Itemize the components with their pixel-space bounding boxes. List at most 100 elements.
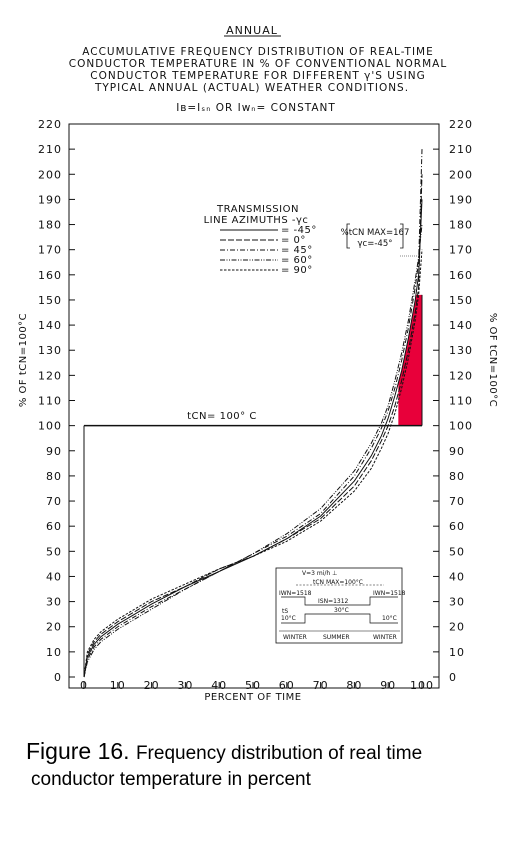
max-annotation-bracket (346, 223, 404, 249)
x-tick-label: 100 (410, 679, 434, 692)
reference-line-label: tCN= 100° C (187, 411, 257, 422)
inset-diagram: V=3 mi/h ⊥ tCN MAX=100°C IWN=1518 ISN=13… (275, 567, 406, 644)
y-tick-label-right: 80 (449, 470, 465, 483)
header-line-2: CONDUCTOR TEMPERATURE IN % OF CONVENTION… (69, 58, 447, 70)
y-tick-label-right: 10 (449, 646, 465, 659)
legend-entry-4: = 60° (281, 255, 313, 266)
inset-ts-right: 10°C (382, 615, 397, 622)
inset-ts-left: 10°C (281, 615, 296, 622)
y-tick-label-right: 170 (449, 244, 473, 257)
y-tick-label-left: 160 (38, 269, 62, 282)
x-tick-label: 30 (177, 679, 193, 692)
y-tick-label-right: 190 (449, 193, 473, 206)
y-tick-label-left: 130 (38, 344, 62, 357)
y-tick-label-right: 150 (449, 294, 473, 307)
x-tick-label: 0 (80, 679, 88, 692)
legend-entry-3: = 45° (281, 245, 313, 256)
x-axis-label: PERCENT OF TIME (204, 692, 301, 703)
series-line-3 (83, 149, 423, 678)
y-tick-label-left: 210 (38, 143, 62, 156)
inset-iwn-right: IWN=1518 (373, 590, 406, 597)
reference-line-group (83, 294, 423, 677)
y-tick-label-left: 100 (38, 420, 62, 433)
legend-entry-2: = 0° (281, 235, 306, 246)
legend-title-2: LINE AZIMUTHS -γc (204, 215, 309, 226)
series-line-4 (83, 224, 423, 678)
y-axis-label-right: % OF tCN=100°C (487, 313, 498, 407)
y-tick-label-right: 100 (449, 420, 473, 433)
y-tick-label-left: 180 (38, 219, 62, 232)
x-ticks: 0 10 20 30 40 50 60 70 80 90 100 (80, 679, 434, 692)
y-tick-label-right: 60 (449, 520, 465, 533)
y-tick-label-right: 0 (449, 671, 457, 684)
y-tick-label-left: 200 (38, 168, 62, 181)
y-tick-label-right: 200 (449, 168, 473, 181)
y-tick-label-left: 50 (46, 545, 62, 558)
series-lines (83, 149, 423, 678)
inset-season-3: WINTER (373, 634, 397, 641)
inset-iwn-left: IWN=1518 (279, 590, 312, 597)
caption-line-1: Figure 16. Frequency distribution of rea… (26, 738, 516, 765)
y-tick-label-right: 130 (449, 344, 473, 357)
x-tick-label: 60 (279, 679, 295, 692)
inset-frame (275, 567, 403, 644)
x-tick-label: 50 (245, 679, 261, 692)
plot-frame (68, 123, 440, 689)
legend: TRANSMISSION LINE AZIMUTHS -γc = -45° = … (204, 204, 317, 276)
y-tick-label-right: 30 (449, 596, 465, 609)
highlight-layer (398, 294, 422, 426)
x-tick-label: 80 (346, 679, 362, 692)
inset-current-profile (281, 596, 398, 606)
inset-ts: tS (282, 608, 288, 615)
caption-text-1: Frequency distribution of real time (135, 743, 423, 764)
inset-isn: ISN=1312 (318, 598, 349, 605)
y-tick-label-left: 140 (38, 319, 62, 332)
y-tick-label-right: 90 (449, 445, 465, 458)
y-tick-label-left: 60 (46, 520, 62, 533)
y-tick-label-left: 0 (54, 671, 62, 684)
series-line-1 (83, 199, 423, 678)
y-tick-label-left: 30 (46, 596, 62, 609)
header-line-1: ACCUMULATIVE FREQUENCY DISTRIBUTION OF R… (82, 46, 433, 58)
max-annotation-line1: %tCN MAX=167 (341, 228, 410, 238)
max-annotation-line2: γc=-45° (358, 239, 393, 249)
legend-entry-1: = -45° (281, 225, 317, 236)
y-tick-label-right: 210 (449, 143, 473, 156)
header-condition: Iʙ=Iₛₙ OR Iᴡₙ= CONSTANT (176, 102, 336, 114)
y-tick-label-left: 150 (38, 294, 62, 307)
x-tick-label: 70 (313, 679, 329, 692)
y-tick-label-right: 160 (449, 269, 473, 282)
inset-tcn: tCN MAX=100°C (313, 579, 363, 586)
y-tick-label-right: 120 (449, 369, 473, 382)
inset-wind: V=3 mi/h ⊥ (302, 570, 337, 577)
header-line-4: TYPICAL ANNUAL (ACTUAL) WEATHER CONDITIO… (94, 82, 409, 94)
y-tick-label-left: 70 (46, 495, 62, 508)
y-tick-label-left: 10 (46, 646, 62, 659)
header-line-3: CONDUCTOR TEMPERATURE FOR DIFFERENT γ'S … (90, 70, 425, 82)
inset-ts-mid: 30°C (334, 607, 349, 614)
y-tick-label-left: 90 (46, 445, 62, 458)
x-tick-label: 20 (144, 679, 160, 692)
y-tick-label-right: 20 (449, 621, 465, 634)
y-tick-label-right: 180 (449, 219, 473, 232)
y-tick-label-left: 80 (46, 470, 62, 483)
header-title: ANNUAL (226, 24, 278, 37)
y-tick-label-left: 190 (38, 193, 62, 206)
y-tick-label-left: 40 (46, 570, 62, 583)
y-tick-label-left: 110 (38, 395, 62, 408)
y-tick-label-right: 220 (449, 118, 473, 131)
y-axis-label-left: % OF tCN=100°C (18, 313, 29, 407)
figure-caption: Figure 16. Frequency distribution of rea… (26, 738, 516, 791)
inset-temp-profile (281, 613, 398, 624)
y-ticks: 0 0 10 10 20 20 30 30 40 40 50 50 60 60 70 70 80 80 90 90 10… (38, 118, 473, 684)
y-tick-label-left: 220 (38, 118, 62, 131)
highlight-region (398, 294, 422, 426)
caption-text-2: conductor temperature in percent (31, 769, 311, 790)
x-tick-label: 10 (110, 679, 126, 692)
max-annotation: %tCN MAX=167 γc=-45° (341, 223, 420, 257)
inset-season-1: WINTER (283, 634, 307, 641)
legend-entry-5: = 90° (281, 265, 313, 276)
series-line-2 (83, 174, 423, 678)
x-tick-label: 40 (211, 679, 227, 692)
